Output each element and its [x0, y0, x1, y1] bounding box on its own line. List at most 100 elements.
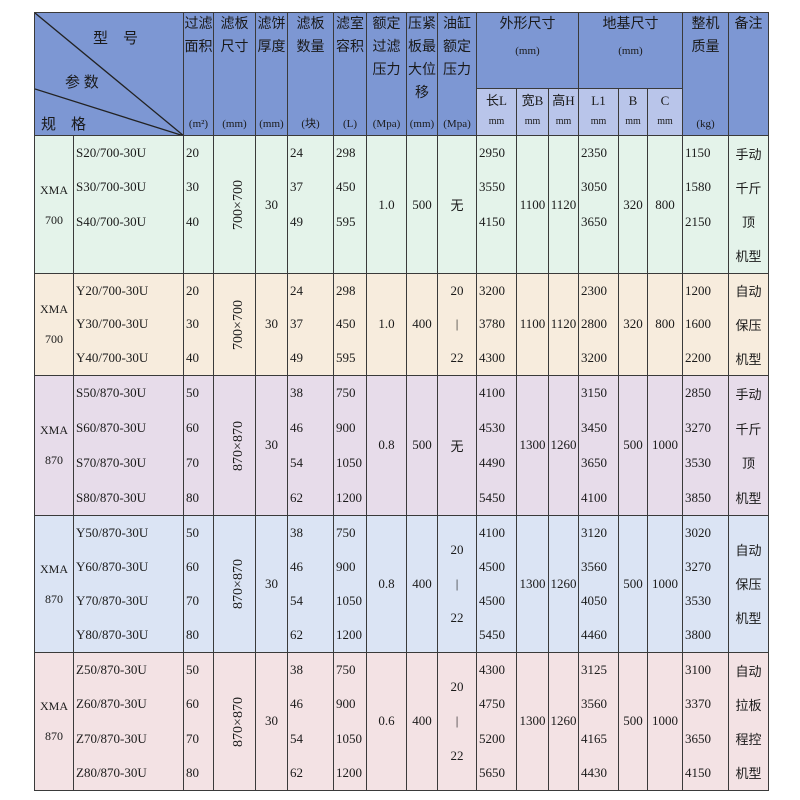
machine-mass: 3650: [685, 730, 711, 746]
header-unit: (mm): [618, 45, 643, 57]
width-B: 1300: [516, 514, 549, 653]
max-displacement: 500: [406, 135, 438, 274]
height-H: 1260: [548, 374, 579, 516]
oil-pressure: 22: [450, 350, 464, 366]
base-L1: 4430: [581, 764, 607, 780]
oil-pressure: 20: [450, 282, 464, 298]
header-unit: (mm): [222, 118, 247, 130]
plate-count: 38: [290, 662, 303, 678]
header-plate-count: 滤板 数量 (块): [287, 12, 334, 136]
series-cell: XMA 870: [34, 514, 74, 653]
subheader-label: 宽B: [521, 93, 544, 108]
plate-size: 870×870: [230, 697, 246, 747]
plate-count-cell: 24 37 49: [287, 135, 334, 274]
model-name: Y30/700-30U: [76, 316, 149, 332]
oil-pressure-cell: 20 | 22: [437, 651, 477, 791]
remark: 顶: [741, 456, 755, 472]
header-corner: 型 号 参 数 规 格: [34, 12, 184, 136]
length-L: 2950: [479, 145, 505, 161]
plate-count: 38: [290, 385, 303, 401]
length-L: 4500: [479, 592, 505, 608]
corner-model-label: 型 号: [93, 31, 139, 47]
chamber-volume: 750: [336, 385, 356, 401]
subheader-label: C: [660, 93, 670, 108]
remark: 自动: [735, 543, 762, 559]
header-text: 滤室: [336, 17, 364, 32]
chamber-volume: 1050: [336, 730, 362, 746]
oil-pressure: 22: [450, 609, 464, 625]
header-text: 额定: [443, 40, 471, 55]
height-H: 1120: [548, 135, 579, 274]
base-L1: 3650: [581, 454, 607, 470]
header-base-dims: 地基尺寸 (mm): [578, 12, 683, 89]
width-B: 1300: [516, 651, 549, 791]
remark: 机型: [735, 249, 762, 265]
filter-area: 80: [186, 626, 199, 642]
chamber-volume: 1050: [336, 454, 362, 470]
series-cell: XMA 700: [34, 135, 74, 274]
model-name-cell: Z50/870-30U Z60/870-30U Z70/870-30U Z80/870…: [73, 651, 184, 791]
oil-pressure-cell: 20 | 22: [437, 273, 477, 376]
chamber-volume: 1200: [336, 626, 362, 642]
plate-count: 37: [290, 179, 303, 195]
height-H: 1260: [548, 651, 579, 791]
plate-count: 24: [290, 145, 303, 161]
chamber-volume: 900: [336, 420, 356, 436]
machine-mass: 3270: [685, 558, 711, 574]
header-text: 滤板: [220, 17, 249, 32]
cake-thickness: 30: [255, 651, 288, 791]
subheader-label: B: [628, 93, 638, 108]
chamber-volume: 750: [336, 662, 356, 678]
table-group-row: XMA 700 S20/700-30U S30/700-30U S40/700-30U 2…: [34, 135, 769, 274]
machine-mass-cell: 2850 3270 3530 3850: [682, 374, 729, 516]
series-cell: XMA 870: [34, 374, 74, 516]
cake-thickness: 30: [255, 273, 288, 376]
series-label: 870: [45, 453, 63, 468]
machine-mass: 2200: [685, 350, 711, 366]
header-text: 面积: [184, 40, 213, 55]
header-outer-dims: 外形尺寸 (mm): [476, 12, 579, 89]
series-label: XMA: [39, 423, 68, 438]
filter-pressure: 1.0: [366, 273, 407, 376]
header-unit: (kg): [696, 118, 715, 130]
remark: 保压: [735, 317, 762, 333]
plate-count: 62: [290, 489, 303, 505]
length-L: 3200: [479, 282, 505, 298]
model-name: Y40/700-30U: [76, 350, 149, 366]
subheader-label: 长L: [486, 93, 507, 108]
header-mass: 整机 质量 (kg): [682, 12, 729, 136]
chamber-volume-cell: 750 900 1050 1200: [333, 374, 367, 516]
cake-thickness: 30: [255, 514, 288, 653]
base-C: 1000: [647, 374, 683, 516]
table-group-row: XMA 870 Z50/870-30U Z60/870-30U Z70/870-30U Z…: [34, 651, 769, 791]
filter-pressure: 0.8: [366, 514, 407, 653]
header-text: 移: [415, 86, 429, 101]
model-name: Y20/700-30U: [76, 282, 149, 298]
base-L1: 4460: [581, 626, 607, 642]
header-text: 板最: [408, 40, 436, 55]
oil-pressure-cell: 无: [437, 374, 477, 516]
base-L1-cell: 2300 2800 3200: [578, 273, 619, 376]
length-L: 4500: [479, 558, 505, 574]
remark: 机型: [735, 611, 762, 627]
model-name: S30/700-30U: [76, 179, 147, 195]
header-filter-pressure: 额定 过滤 压力 (Mpa): [366, 12, 407, 136]
model-name: S50/870-30U: [76, 385, 147, 401]
base-L1: 3150: [581, 385, 607, 401]
header-text: 尺寸: [220, 40, 249, 55]
plate-size: 870×870: [230, 421, 246, 471]
plate-size-cell: 870×870: [213, 514, 256, 653]
base-L1: 4050: [581, 592, 607, 608]
subheader-base-0: L1 mm: [578, 88, 619, 136]
cake-thickness: 30: [255, 135, 288, 274]
model-name: Z60/870-30U: [76, 696, 147, 712]
base-L1: 4100: [581, 489, 607, 505]
filter-area: 30: [186, 179, 199, 195]
oil-pressure: 20: [450, 541, 464, 557]
filter-area: 80: [186, 764, 199, 780]
header-text: 厚度: [257, 40, 286, 55]
plate-count: 38: [290, 524, 303, 540]
subheader-unit: mm: [555, 116, 572, 127]
base-B: 500: [618, 374, 648, 516]
header-text: 地基尺寸: [602, 17, 659, 32]
